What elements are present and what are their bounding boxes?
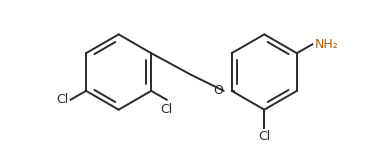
Text: O: O [213,84,223,97]
Text: Cl: Cl [258,130,270,144]
Text: NH₂: NH₂ [314,38,338,51]
Text: Cl: Cl [161,103,173,116]
Text: Cl: Cl [56,93,68,106]
